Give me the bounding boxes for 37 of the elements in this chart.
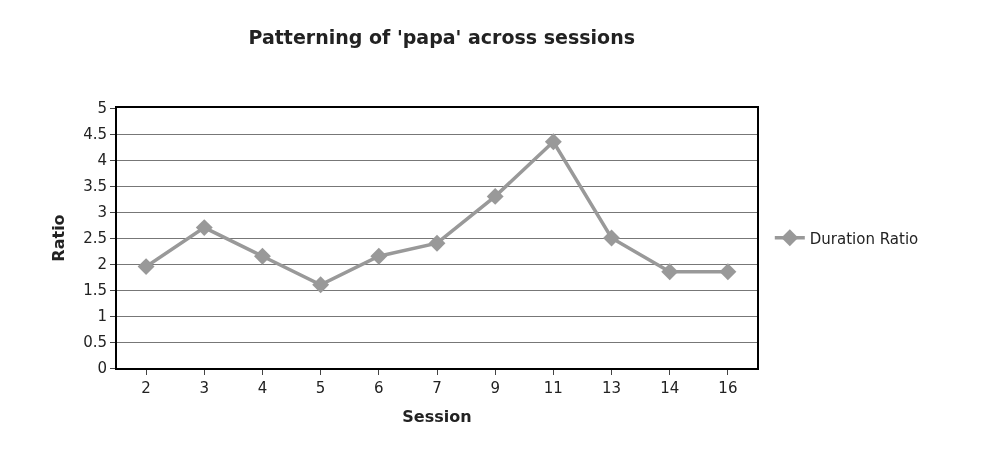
point xyxy=(661,263,679,281)
point xyxy=(603,229,620,247)
x-tick-label: 7 xyxy=(432,379,442,397)
point xyxy=(254,247,271,265)
x-tick-label: 9 xyxy=(490,379,500,397)
x-tick-label: 5 xyxy=(315,379,326,397)
chart-title: Patterning of 'papa' across sessions xyxy=(248,26,635,49)
point xyxy=(137,258,155,276)
y-tick-label: 0 xyxy=(97,359,107,378)
y-tick-label: 3.5 xyxy=(83,177,107,196)
x-axis-title: Session xyxy=(402,407,472,427)
y-tick-label: 1.5 xyxy=(83,281,107,300)
point xyxy=(544,133,562,151)
point xyxy=(312,276,330,294)
point xyxy=(370,247,388,265)
y-tick-label: 2 xyxy=(97,255,107,274)
point xyxy=(428,234,446,252)
y-tick-label: 1 xyxy=(97,307,107,326)
x-tick-label: 6 xyxy=(374,379,384,397)
x-tick-label: 13 xyxy=(602,379,622,397)
y-tick-label: 0.5 xyxy=(83,333,107,352)
point xyxy=(195,219,213,237)
y-tick-label: 5 xyxy=(97,99,107,118)
point xyxy=(486,187,504,205)
y-tick-label: 4.5 xyxy=(83,125,107,144)
legend-label: Duration Ratio xyxy=(809,229,919,248)
x-tick-label: 14 xyxy=(660,379,680,397)
x-tick-label: 16 xyxy=(718,379,738,397)
x-tick-label: 2 xyxy=(141,379,151,397)
point xyxy=(719,263,737,281)
x-tick-label: 4 xyxy=(257,379,268,397)
y-tick-label: 2.5 xyxy=(83,229,107,248)
y-axis-title: Ratio xyxy=(48,214,68,262)
y-tick-label: 3 xyxy=(97,203,107,222)
y-tick-label: 4 xyxy=(97,151,107,170)
x-tick-label: 3 xyxy=(199,379,210,397)
x-tick-label: 11 xyxy=(543,379,563,397)
